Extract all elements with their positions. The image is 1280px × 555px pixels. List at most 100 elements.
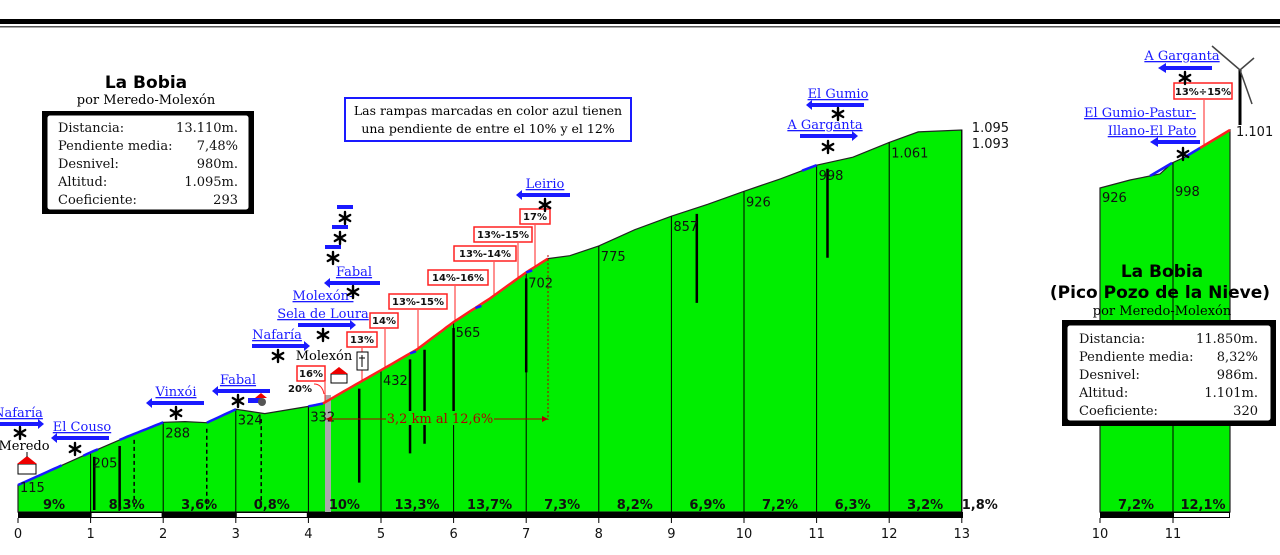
- km-gradient: 1,8%: [962, 498, 998, 513]
- altitude-label: 288: [165, 426, 190, 441]
- legend-note: Las rampas marcadas en color azul tienen…: [344, 97, 632, 142]
- ramp-label: 13%÷15%: [1175, 87, 1231, 98]
- junction-label: El Gumio: [808, 87, 869, 102]
- arrow-right-icon: [0, 422, 38, 426]
- ramp-segment: [322, 396, 335, 405]
- ramp-segment: [82, 448, 99, 457]
- fountain-icon: [248, 393, 267, 406]
- km-tick: 13: [954, 527, 971, 542]
- junction-star-icon: [169, 405, 183, 421]
- junction-label: El Couso: [53, 420, 112, 435]
- stat-value: 980m.: [197, 157, 238, 172]
- arrow-left-icon: [218, 389, 270, 393]
- altitude-label: 332: [310, 410, 335, 425]
- altitude-label: 1.061: [891, 146, 928, 161]
- km-gradient: 7,2%: [1118, 498, 1154, 513]
- altitude-label: 775: [601, 250, 626, 265]
- junction-label: Nafaría: [252, 328, 302, 343]
- junction-label: Nafaría: [0, 406, 43, 421]
- altitude-label: 998: [1175, 185, 1200, 200]
- km-tick: 0: [14, 527, 22, 542]
- km-tick: 11: [808, 527, 825, 542]
- stat-label: Pendiente media:: [1079, 350, 1193, 365]
- stat-value: 11.850m.: [1196, 332, 1258, 347]
- junction-label: Molexón-: [293, 289, 354, 304]
- arrow-icon: [337, 205, 353, 209]
- stat-value: 293: [213, 193, 238, 208]
- main-subtitle: por Meredo-Molexón: [77, 93, 216, 108]
- note-line-2: una pendiente de entre el 10% y el 12%: [361, 121, 614, 136]
- ramp-segment: [308, 402, 324, 408]
- place-molexon: Molexón: [296, 349, 353, 364]
- junction-star-icon: [271, 348, 285, 364]
- stat-value: 13.110m.: [176, 121, 238, 136]
- ramp-label: 13%-14%: [459, 249, 511, 260]
- stat-label: Pendiente media:: [58, 139, 172, 154]
- arrow-left-icon: [812, 103, 864, 107]
- stat-label: Distancia:: [1079, 332, 1145, 347]
- church-icon: [17, 452, 37, 475]
- stat-label: Desnivel:: [58, 157, 119, 172]
- arrow-left-icon: [152, 401, 204, 405]
- ramp-label: 13%-15%: [392, 297, 444, 308]
- junction-star-icon: [346, 284, 360, 300]
- cemetery-cross-icon: [356, 351, 369, 371]
- km-tick: 2: [159, 527, 167, 542]
- stat-value: 986m.: [1217, 368, 1258, 383]
- km-gradient: 8,2%: [617, 498, 653, 513]
- km-gradient: 7,3%: [544, 498, 580, 513]
- stat-label: Desnivel:: [1079, 368, 1140, 383]
- junction-star-icon: [538, 197, 552, 213]
- altitude-label: 565: [456, 326, 481, 341]
- junction-label: Leirio: [526, 177, 565, 192]
- km-gradient: 6,3%: [835, 498, 871, 513]
- km-gradient: 12,1%: [1180, 498, 1225, 513]
- junction-label: A Garganta: [786, 118, 863, 133]
- summit-title: La Bobia: [1121, 262, 1203, 282]
- stat-label: Altitud:: [1078, 386, 1128, 401]
- place-meredo: Meredo: [0, 439, 50, 454]
- stat-label: Altitud:: [57, 175, 107, 190]
- km-gradient: 7,2%: [762, 498, 798, 513]
- arrow-left-icon: [522, 193, 570, 197]
- km-tick: 4: [304, 527, 312, 542]
- junction-star-icon: [831, 106, 845, 122]
- km-tick: 10: [736, 527, 753, 542]
- km-gradient: 10%: [329, 498, 360, 513]
- ramp-segment: [17, 464, 63, 487]
- km-tick: 5: [377, 527, 385, 542]
- junction-star-icon: [333, 230, 347, 246]
- stretch-indicator: 3,2 km al 12,6%: [326, 255, 549, 427]
- top-rule: [0, 19, 1280, 24]
- stat-value: 1.101m.: [1204, 386, 1258, 401]
- junction-star-icon: [68, 441, 82, 457]
- ramp-label: 20%: [288, 384, 312, 395]
- arrow-right-icon: [298, 323, 350, 327]
- km-tick: 7: [522, 527, 530, 542]
- main-info-panel: La Bobia por Meredo-Molexón Distancia: 13…: [42, 73, 254, 214]
- wind-turbine-icon: [1211, 45, 1255, 125]
- km-gradient: 8,3%: [109, 498, 145, 513]
- ramp-label: 14%-16%: [432, 273, 484, 284]
- stat-label: Coeficiente:: [58, 193, 137, 208]
- stat-value: 7,48%: [197, 139, 238, 154]
- top-rule-thin: [0, 26, 1280, 28]
- km-gradient: 3,6%: [181, 498, 217, 513]
- km-gradient: 0,8%: [254, 498, 290, 513]
- junction-star-icon: [326, 250, 340, 266]
- km-bar: [1100, 512, 1230, 518]
- summit-profile: 10 11 926 998 1.101 7,2% 12,1% 13%÷15% A…: [1050, 45, 1276, 542]
- altitude-label: 1.093: [972, 137, 1009, 152]
- junction-star-icon: [1176, 146, 1190, 162]
- junction-star-icon: [1178, 70, 1192, 86]
- junction-label: Vinxói: [154, 385, 196, 400]
- altitude-label: 1.095: [972, 121, 1009, 136]
- km-gradient: 13,3%: [394, 498, 439, 513]
- altitude-label: 702: [528, 276, 553, 291]
- ramp-label: 13%: [350, 335, 374, 346]
- summit-title-2: (Pico Pozo de la Nieve): [1050, 283, 1270, 303]
- km-tick: 8: [595, 527, 603, 542]
- stat-value: 1.095m.: [184, 175, 238, 190]
- ramp-segment: [119, 421, 164, 442]
